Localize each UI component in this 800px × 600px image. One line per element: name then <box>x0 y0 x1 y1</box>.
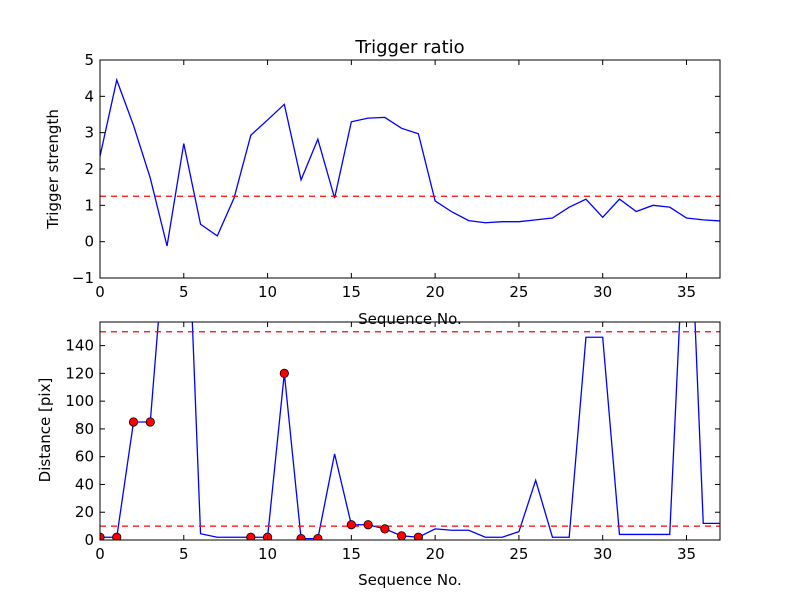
top-x-tick-label: 15 <box>342 283 361 301</box>
bottom-x-tick-label: 25 <box>509 545 528 563</box>
top-x-tick-label: 5 <box>179 283 189 301</box>
top-y-tick-label: 2 <box>84 160 94 178</box>
bottom-marker-point <box>397 531 407 540</box>
bottom-y-tick-label: 20 <box>75 503 94 521</box>
top-y-tick-label: −1 <box>72 269 94 287</box>
bottom-marker-point <box>279 368 289 378</box>
bottom-marker-point <box>145 417 155 427</box>
top-y-tick-label: 3 <box>84 124 94 142</box>
top-x-tick-label: 10 <box>258 283 277 301</box>
bottom-plot-frame <box>99 321 721 541</box>
distance-panel: 0 5 10 15 20 25 30 35 0 20 40 60 80 100 120 140 Sequenc… <box>36 321 721 589</box>
bottom-y-axis-label: Distance [pix] <box>36 378 54 483</box>
bottom-y-tick-label: 140 <box>65 337 94 355</box>
bottom-x-tick-label: 15 <box>342 545 361 563</box>
bottom-x-axis-label: Sequence No. <box>358 571 462 589</box>
top-x-tick-label: 25 <box>509 283 528 301</box>
top-x-tick-label: 20 <box>426 283 445 301</box>
bottom-y-tick-label: 120 <box>65 364 94 382</box>
bottom-marker-point <box>413 532 423 540</box>
bottom-marker-point <box>346 520 356 530</box>
top-y-tick-label: 1 <box>84 196 94 214</box>
bottom-marker-point <box>380 524 390 534</box>
bottom-x-tick-label: 30 <box>593 545 612 563</box>
top-series-line-0 <box>100 77 720 247</box>
top-y-tick-label: 0 <box>84 233 94 251</box>
top-x-axis-label: Sequence No. <box>358 310 462 328</box>
bottom-y-tick-label: 40 <box>75 475 94 493</box>
bottom-series-line-0 <box>100 322 720 540</box>
chart-title: Trigger ratio <box>354 37 464 58</box>
bottom-x-tick-label: 20 <box>426 545 445 563</box>
bottom-y-tick-label: 0 <box>84 531 94 549</box>
bottom-marker-point <box>296 534 306 540</box>
bottom-marker-point <box>128 417 139 427</box>
bottom-x-tick-label: 0 <box>95 545 105 563</box>
bottom-y-tick-label: 60 <box>75 448 94 466</box>
bottom-x-tick-label: 10 <box>258 545 277 563</box>
bottom-y-tick-label: 80 <box>75 420 94 438</box>
top-plot-frame <box>99 59 721 279</box>
bottom-x-tick-label: 5 <box>179 545 189 563</box>
top-y-tick-label: 5 <box>84 51 94 69</box>
top-x-tick-label: 0 <box>95 283 105 301</box>
bottom-y-tick-label: 100 <box>65 392 94 410</box>
top-x-tick-label: 35 <box>677 283 696 301</box>
bottom-marker-point <box>313 534 323 540</box>
top-x-tick-label: 30 <box>593 283 612 301</box>
bottom-marker-point <box>246 532 256 540</box>
bottom-x-tick-label: 35 <box>677 545 696 563</box>
bottom-marker-point <box>112 532 122 540</box>
top-y-tick-label: 4 <box>84 87 94 105</box>
bottom-marker-point <box>363 520 373 530</box>
top-y-axis-label: Trigger strength <box>44 109 62 230</box>
